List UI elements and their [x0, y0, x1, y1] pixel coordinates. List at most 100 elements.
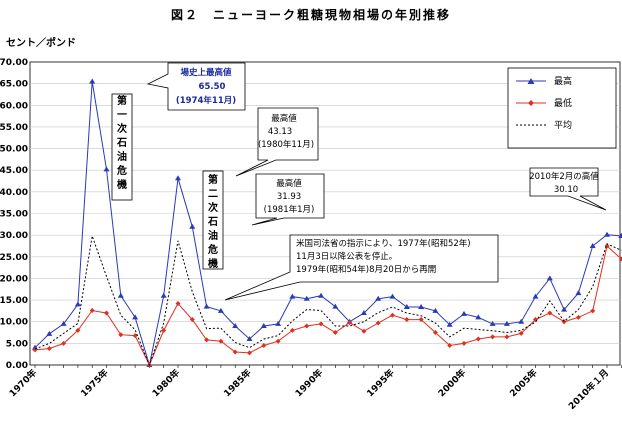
point-high	[532, 293, 539, 299]
y-axis-unit-label: セント／ポンド	[6, 38, 76, 49]
point-low	[518, 330, 524, 336]
oil-crisis-1-text: 第一次石油危機	[116, 94, 127, 191]
point-high	[375, 295, 382, 301]
point-high	[432, 307, 439, 313]
point-low	[247, 350, 252, 356]
y-tick-label: 50.00	[0, 145, 28, 155]
series-line-high	[34, 81, 622, 366]
point-low	[118, 332, 124, 338]
legend-high: 最高	[516, 75, 572, 87]
annotation-high-1981-line2: 31.93	[277, 192, 301, 202]
annotation-high-1980-line3: (1980年11月)	[258, 139, 314, 150]
point-low	[404, 317, 410, 323]
point-high	[461, 310, 467, 316]
annotation-high-1980-line2: 43.13	[268, 127, 292, 137]
point-low	[575, 314, 581, 320]
y-tick-label: 5.00	[6, 339, 28, 349]
chart-title: 図２ ニューヨーク粗糖現物相場の年別推移	[170, 8, 451, 22]
point-low	[161, 327, 167, 333]
point-high	[489, 320, 496, 326]
annotation-high-1981-line3: (1981年1月)	[264, 204, 315, 215]
point-low	[46, 346, 52, 352]
legend-low: 最低	[516, 97, 572, 109]
y-tick-label: 65.00	[0, 80, 28, 90]
point-high	[403, 303, 410, 309]
annotation-record-high-line2: 65.50	[199, 82, 226, 92]
y-axis-ticks: 0.00 5.00 10.00 15.00 20.00 25.00 30.00 35.00 40…	[0, 58, 28, 371]
annotation-suspension-line2: 11月3日以降公表を停止。	[296, 251, 397, 262]
y-tick-label: 10.00	[0, 318, 28, 328]
x-tick-label: 2005年	[507, 367, 540, 400]
point-high	[175, 175, 181, 181]
point-low	[490, 334, 496, 340]
point-high	[561, 306, 568, 312]
series-line-avg	[34, 235, 622, 367]
point-low	[590, 308, 596, 314]
point-low	[347, 320, 353, 326]
annotation-high-2010-line1: 2010年2月の高値	[529, 171, 599, 182]
y-tick-label: 15.00	[0, 296, 28, 306]
legend-high-label: 最高	[554, 75, 572, 87]
point-low	[375, 320, 381, 326]
annotation-high-1980: 最高値 43.13 (1980年11月)	[235, 107, 319, 177]
point-low	[390, 312, 395, 318]
point-low	[332, 330, 338, 336]
point-high	[289, 293, 296, 299]
point-low	[218, 338, 224, 344]
point-high	[604, 231, 610, 237]
point-high	[132, 314, 139, 320]
point-high	[503, 320, 510, 326]
point-low	[504, 334, 510, 340]
point-high	[618, 233, 622, 239]
annotation-high-2010: 2010年2月の高値 30.10	[529, 167, 607, 211]
point-high	[232, 323, 239, 329]
y-tick-label: 35.00	[0, 210, 28, 220]
annotation-suspension-line1: 米国司法省の指示により、1977年(昭和52年)	[296, 238, 471, 249]
point-low	[618, 256, 622, 262]
point-high	[389, 293, 396, 299]
point-low	[61, 340, 67, 346]
point-high	[475, 314, 482, 320]
x-tick-label: 1995年	[364, 367, 397, 400]
point-low	[232, 349, 238, 355]
y-tick-label: 30.00	[0, 231, 28, 241]
point-low	[289, 327, 295, 333]
y-tick-label: 45.00	[0, 166, 28, 176]
point-low	[318, 321, 324, 327]
point-low	[475, 336, 481, 342]
x-axis-ticks: 1970年 1975年 1980年 1985年 1990年 1995年 2000年 2005年…	[7, 365, 622, 412]
annotation-high-1981-line1: 最高値	[276, 178, 302, 189]
y-tick-label: 55.00	[0, 123, 28, 133]
x-tick-label: 1990年	[293, 367, 326, 400]
point-low	[132, 333, 138, 339]
y-tick-label: 70.00	[0, 58, 28, 68]
y-tick-label: 40.00	[0, 188, 28, 198]
point-high	[303, 295, 310, 301]
point-high	[446, 321, 453, 327]
point-high	[575, 290, 582, 296]
point-high	[117, 292, 124, 298]
point-high	[103, 166, 110, 172]
point-high	[260, 323, 267, 329]
annotation-suspension: 米国司法省の指示により、1977年(昭和52年) 11月3日以降公表を停止。 1…	[224, 234, 499, 301]
x-tick-label: 1970年	[7, 367, 40, 400]
point-high	[189, 223, 196, 229]
point-high	[360, 310, 367, 316]
annotation-record-high-line1: 場史上最高値	[180, 67, 232, 78]
point-high	[332, 303, 339, 309]
y-tick-label: 25.00	[0, 253, 28, 263]
point-low	[304, 323, 310, 329]
annotation-high-2010-line2: 30.10	[554, 185, 578, 195]
point-low	[204, 337, 210, 343]
y-tick-label: 0.00	[6, 361, 28, 371]
point-low	[75, 327, 81, 333]
x-tick-label: 1980年	[150, 367, 183, 400]
x-tick-label: 1985年	[221, 367, 254, 400]
point-high	[246, 336, 253, 342]
point-high	[160, 292, 167, 298]
y-tick-label: 60.00	[0, 101, 28, 111]
point-low	[447, 343, 453, 349]
point-high	[89, 78, 96, 84]
point-high	[46, 330, 53, 336]
